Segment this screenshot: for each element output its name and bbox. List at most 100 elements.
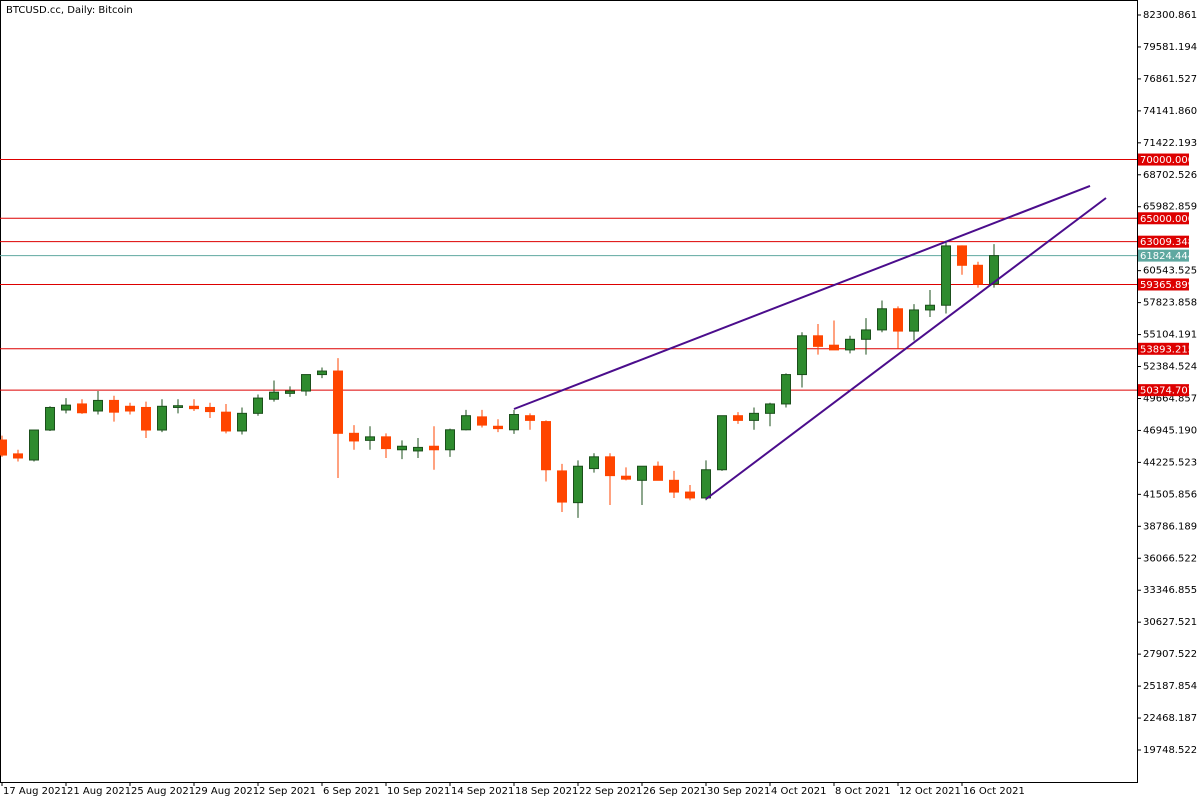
candle-body [829,344,839,351]
chart-title: BTCUSD.cc, Daily: Bitcoin [6,5,133,16]
y-tick-label: 79581.194 [1143,42,1197,53]
candle-body [173,405,183,408]
level-label: 61824.444 [1140,251,1194,262]
candle-body [493,425,503,430]
y-tick-label: 46945.190 [1143,425,1197,436]
y-tick-label: 22468.187 [1143,713,1197,724]
y-tick-label: 65982.859 [1143,202,1197,213]
candle-body [413,446,423,452]
y-tick-label: 68702.526 [1143,170,1197,181]
candle-body [509,414,519,431]
y-tick-label: 55104.191 [1143,330,1197,341]
candle-body [365,436,375,441]
candle-body [573,465,583,504]
candle-body [477,416,487,426]
y-tick-label: 27907.522 [1143,649,1197,660]
candle-body [845,338,855,351]
candle-body [301,374,311,392]
level-label-box [1138,278,1189,291]
candle-body [733,415,743,421]
candle-body [93,399,103,412]
candle-body [381,436,391,450]
candle-body [525,415,535,421]
x-tick-label: 2 Sep 2021 [259,786,316,797]
y-tick-label: 33346.855 [1143,585,1197,596]
plot-frame [0,0,1138,783]
y-tick-label: 19748.522 [1143,745,1197,756]
x-tick-label: 25 Aug 2021 [131,786,195,797]
y-tick-label: 38786.189 [1143,521,1197,532]
level-label-box [1138,384,1189,397]
x-tick-label: 6 Sep 2021 [323,786,380,797]
candle-body [157,405,167,431]
x-tick-label: 16 Oct 2021 [963,786,1025,797]
candle-body [925,304,935,311]
candle-body [941,245,951,306]
candle-body [669,479,679,493]
candle-body [45,406,55,431]
level-label: 50374.707 [1140,386,1194,397]
candle-body [685,491,695,499]
candle-body [781,374,791,405]
candle-body [189,405,199,410]
candle-body [61,404,71,411]
candle-body [957,245,967,266]
x-tick-label: 4 Oct 2021 [771,786,826,797]
candle-body [349,432,359,442]
x-tick-label: 26 Sep 2021 [643,786,706,797]
candle-body [317,370,327,376]
candle-body [141,406,151,431]
candle-body [909,309,919,332]
candle-body [701,469,711,499]
y-tick-label: 36066.522 [1143,553,1197,564]
candle-body [653,465,663,481]
candle-body [813,335,823,347]
candle-body [205,406,215,413]
x-tick-label: 8 Oct 2021 [835,786,890,797]
level-label: 65000.000 [1140,214,1194,225]
trendline [705,197,1107,500]
candle-body [333,370,343,434]
x-tick-label: 30 Sep 2021 [707,786,770,797]
candle-body [269,391,279,400]
y-tick-label: 60543.525 [1143,266,1197,277]
y-tick-label: 57823.858 [1143,298,1197,309]
y-tick-label: 44225.523 [1143,457,1197,468]
level-label: 70000.000 [1140,155,1194,166]
candle-body [29,429,39,461]
candle-body [749,412,759,421]
level-label-box [1138,249,1189,262]
x-tick-label: 18 Sep 2021 [515,786,578,797]
x-tick-label: 22 Sep 2021 [579,786,642,797]
level-label-box [1138,342,1189,355]
level-label-box [1138,212,1189,225]
candle-body [221,411,231,432]
candle-body [973,264,983,285]
y-tick-label: 30627.521 [1143,617,1197,628]
x-tick-label: 12 Oct 2021 [899,786,961,797]
candle-body [637,465,647,481]
y-tick-label: 49664.857 [1143,393,1197,404]
trendline [513,185,1091,410]
y-tick-label: 25187.854 [1143,681,1197,692]
candle-body [541,421,551,471]
x-tick-label: 29 Aug 2021 [195,786,259,797]
candle-body [253,397,263,414]
candle-body [445,429,455,451]
candle-body [429,445,439,451]
x-tick-label: 17 Aug 2021 [3,786,67,797]
candle-body [605,456,615,477]
y-tick-label: 74141.860 [1143,106,1197,117]
candle-body [237,412,247,432]
level-label: 59365.899 [1140,280,1194,291]
level-label-box [1138,235,1189,248]
candle-body [717,415,727,471]
candle-body [621,475,631,480]
candle-body [877,308,887,331]
candle-body [893,308,903,332]
y-tick-label: 82300.861 [1143,10,1197,21]
candle-body [861,329,871,340]
candle-body [125,405,135,412]
